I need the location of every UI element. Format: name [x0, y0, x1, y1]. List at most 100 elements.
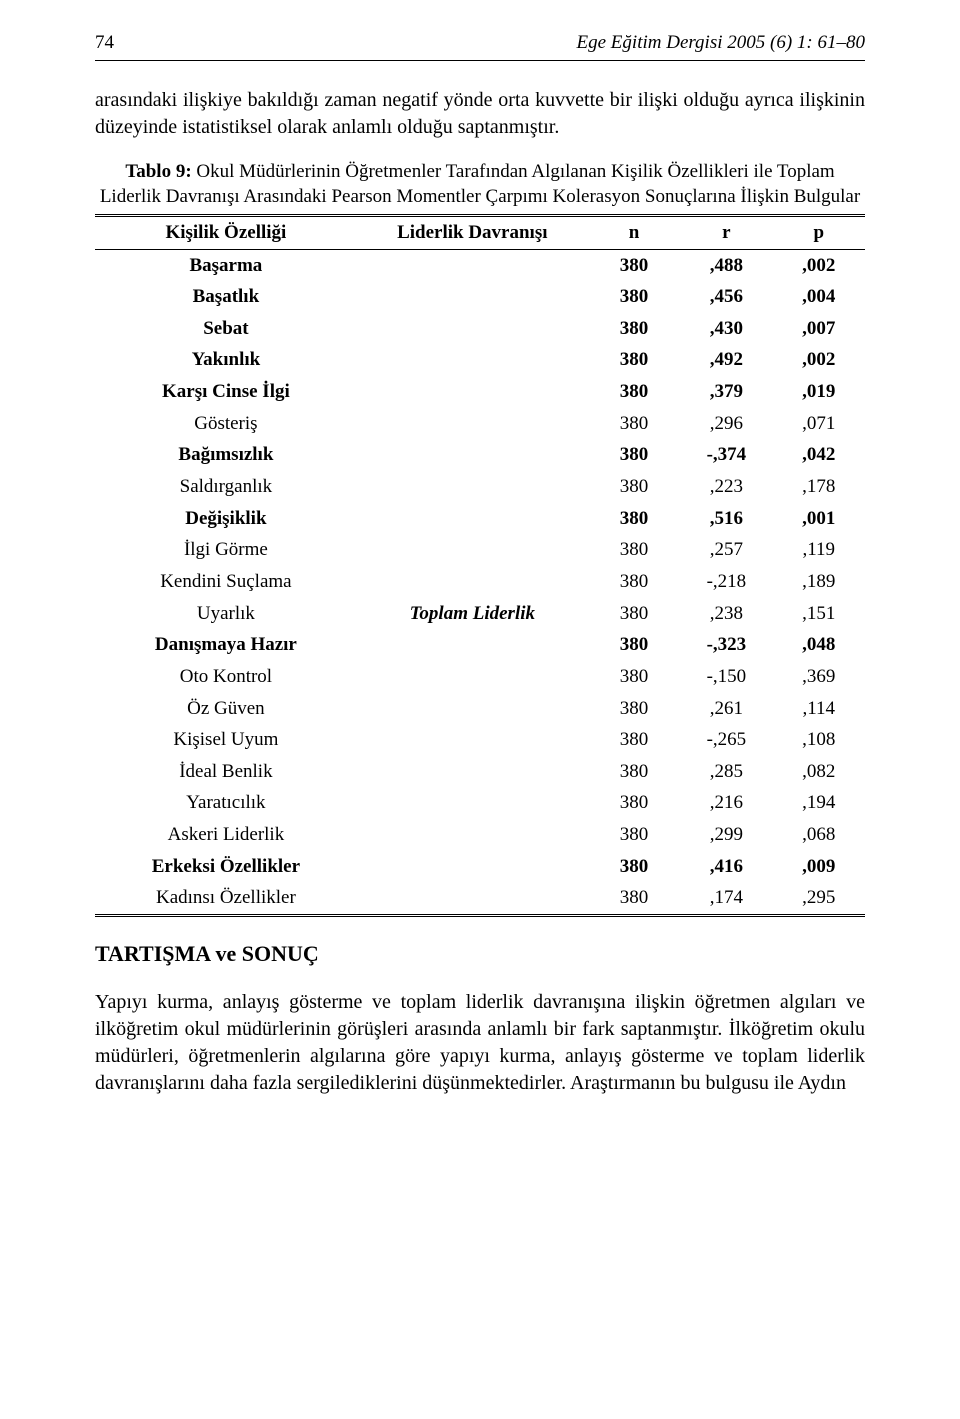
col-header-p: p [773, 215, 865, 249]
cell-r: ,261 [680, 693, 772, 725]
cell-n: 380 [588, 756, 680, 788]
cell-n: 380 [588, 724, 680, 756]
table-row: Kişisel Uyum 380-,265,108 [95, 724, 865, 756]
cell-trait: Kişisel Uyum [95, 724, 357, 756]
cell-behavior [357, 693, 588, 725]
cell-r: ,238 [680, 598, 772, 630]
cell-trait: Gösteriş [95, 408, 357, 440]
cell-r: ,296 [680, 408, 772, 440]
discussion-paragraph: Yapıyı kurma, anlayış gösterme ve toplam… [95, 989, 865, 1097]
cell-p: ,178 [773, 471, 865, 503]
cell-p: ,019 [773, 376, 865, 408]
cell-r: ,430 [680, 313, 772, 345]
cell-trait: Karşı Cinse İlgi [95, 376, 357, 408]
cell-p: ,369 [773, 661, 865, 693]
cell-trait: Saldırganlık [95, 471, 357, 503]
correlation-table: Kişilik Özelliği Liderlik Davranışı n r … [95, 214, 865, 917]
cell-p: ,082 [773, 756, 865, 788]
cell-p: ,068 [773, 819, 865, 851]
table-row: Başatlık 380,456,004 [95, 281, 865, 313]
cell-r: ,174 [680, 882, 772, 915]
table-row: UyarlıkToplam Liderlik380,238,151 [95, 598, 865, 630]
cell-n: 380 [588, 566, 680, 598]
table-row: Kendini Suçlama380-,218,189 [95, 566, 865, 598]
table-row: Erkeksi Özellikler 380,416,009 [95, 851, 865, 883]
cell-p: ,009 [773, 851, 865, 883]
cell-p: ,048 [773, 629, 865, 661]
table-row: Askeri Liderlik380,299,068 [95, 819, 865, 851]
table-caption-lead: Tablo 9: [125, 161, 191, 182]
cell-n: 380 [588, 344, 680, 376]
cell-r: -,323 [680, 629, 772, 661]
cell-n: 380 [588, 534, 680, 566]
table-row: İdeal Benlik 380,285,082 [95, 756, 865, 788]
cell-trait: Erkeksi Özellikler [95, 851, 357, 883]
cell-trait: Uyarlık [95, 598, 357, 630]
cell-r: -,150 [680, 661, 772, 693]
page: 74 Ege Eğitim Dergisi 2005 (6) 1: 61–80 … [0, 0, 960, 1157]
cell-trait: Öz Güven [95, 693, 357, 725]
cell-trait: Değişiklik [95, 503, 357, 535]
cell-p: ,194 [773, 787, 865, 819]
cell-r: ,516 [680, 503, 772, 535]
table-row: Oto Kontrol380-,150,369 [95, 661, 865, 693]
cell-p: ,108 [773, 724, 865, 756]
cell-behavior: Toplam Liderlik [357, 598, 588, 630]
cell-trait: Yaratıcılık [95, 787, 357, 819]
col-header-behavior: Liderlik Davranışı [357, 215, 588, 249]
cell-n: 380 [588, 503, 680, 535]
cell-behavior [357, 249, 588, 281]
cell-behavior [357, 819, 588, 851]
col-header-n: n [588, 215, 680, 249]
cell-n: 380 [588, 408, 680, 440]
table-row: Başarma380,488,002 [95, 249, 865, 281]
cell-behavior [357, 471, 588, 503]
cell-r: ,285 [680, 756, 772, 788]
cell-n: 380 [588, 313, 680, 345]
cell-behavior [357, 376, 588, 408]
cell-n: 380 [588, 851, 680, 883]
table-row: İlgi Görme380,257,119 [95, 534, 865, 566]
cell-behavior [357, 629, 588, 661]
table-row: Saldırganlık380,223,178 [95, 471, 865, 503]
cell-p: ,295 [773, 882, 865, 915]
cell-behavior [357, 344, 588, 376]
cell-r: ,257 [680, 534, 772, 566]
cell-behavior [357, 724, 588, 756]
col-header-r: r [680, 215, 772, 249]
section-heading: TARTIŞMA ve SONUÇ [95, 939, 865, 969]
cell-trait: Sebat [95, 313, 357, 345]
cell-p: ,002 [773, 249, 865, 281]
cell-behavior [357, 851, 588, 883]
cell-trait: İdeal Benlik [95, 756, 357, 788]
cell-trait: Danışmaya Hazır [95, 629, 357, 661]
cell-p: ,004 [773, 281, 865, 313]
cell-n: 380 [588, 693, 680, 725]
cell-r: ,456 [680, 281, 772, 313]
cell-n: 380 [588, 787, 680, 819]
cell-n: 380 [588, 281, 680, 313]
cell-behavior [357, 503, 588, 535]
cell-r: ,299 [680, 819, 772, 851]
cell-n: 380 [588, 819, 680, 851]
table-caption: Tablo 9: Okul Müdürlerinin Öğretmenler T… [95, 159, 865, 210]
cell-trait: İlgi Görme [95, 534, 357, 566]
intro-paragraph: arasındaki ilişkiye bakıldığı zaman nega… [95, 87, 865, 141]
cell-behavior [357, 566, 588, 598]
cell-r: ,416 [680, 851, 772, 883]
table-row: Yakınlık380,492,002 [95, 344, 865, 376]
cell-r: ,488 [680, 249, 772, 281]
cell-trait: Kendini Suçlama [95, 566, 357, 598]
table-row: Kadınsı Özellikler380,174,295 [95, 882, 865, 915]
cell-p: ,071 [773, 408, 865, 440]
cell-trait: Bağımsızlık [95, 439, 357, 471]
cell-r: -,374 [680, 439, 772, 471]
table-row: Danışmaya Hazır380-,323,048 [95, 629, 865, 661]
cell-r: -,265 [680, 724, 772, 756]
cell-trait: Başatlık [95, 281, 357, 313]
table-header-row: Kişilik Özelliği Liderlik Davranışı n r … [95, 215, 865, 249]
cell-behavior [357, 787, 588, 819]
cell-p: ,189 [773, 566, 865, 598]
journal-title: Ege Eğitim Dergisi 2005 (6) 1: 61–80 [577, 30, 865, 56]
cell-r: ,379 [680, 376, 772, 408]
